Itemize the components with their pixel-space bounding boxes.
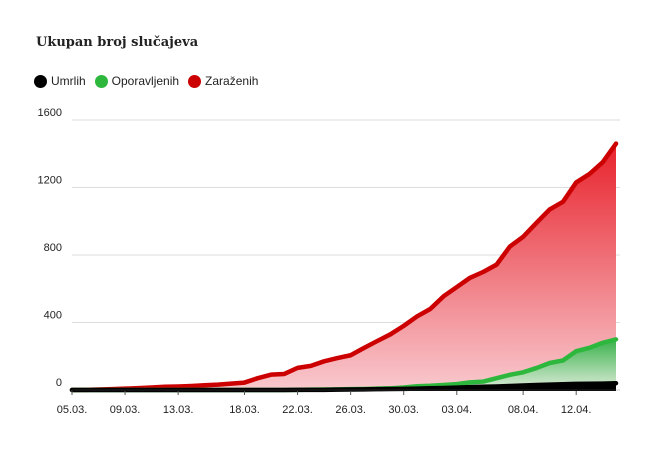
legend: Umrlih Oporavljenih Zaraženih [34,74,267,88]
chart-title: Ukupan broj slučajeva [36,35,199,50]
legend-label-zarazenih: Zaraženih [205,74,259,88]
legend-label-umrlih: Umrlih [51,74,86,88]
x-tick-label-22.03.: 22.03. [282,404,313,416]
y-tick-label-800: 800 [44,242,62,254]
legend-dot-umrlih [34,74,47,88]
x-tick-label-13.03.: 13.03. [163,404,194,416]
x-tick-label-03.04.: 03.04. [441,404,472,416]
x-tick-label-08.04.: 08.04. [508,404,539,416]
legend-item-oporavljenih[interactable]: Oporavljenih [94,74,180,88]
x-tick-label-18.03.: 18.03. [229,404,260,416]
y-tick-label-400: 400 [44,310,62,322]
line-zarazenih [69,141,619,393]
legend-label-oporavljenih: Oporavljenih [111,74,180,88]
legend-item-umrlih[interactable]: Umrlih [34,74,86,88]
axis-layer: 0 400 800 1200 1600 05.03. 09.03. 13.03. 18.03. 2… [38,107,616,416]
area-zarazenih [72,143,616,390]
legend-item-zarazenih[interactable]: Zaraženih [188,74,258,88]
x-tick-label-05.03.: 05.03. [57,404,88,416]
x-tick-label-30.03.: 30.03. [388,404,419,416]
y-tick-label-1200: 1200 [38,175,62,187]
area-layer [72,143,616,390]
x-tick-label-26.03.: 26.03. [335,404,366,416]
y-tick-label-0: 0 [56,377,62,389]
legend-dot-oporavljenih [94,74,108,88]
x-tick-label-09.03.: 09.03. [110,404,141,416]
legend-dot-zarazenih [188,74,202,88]
x-tick-label-12.04.: 12.04. [561,404,592,416]
y-tick-label-1600: 1600 [38,107,62,119]
